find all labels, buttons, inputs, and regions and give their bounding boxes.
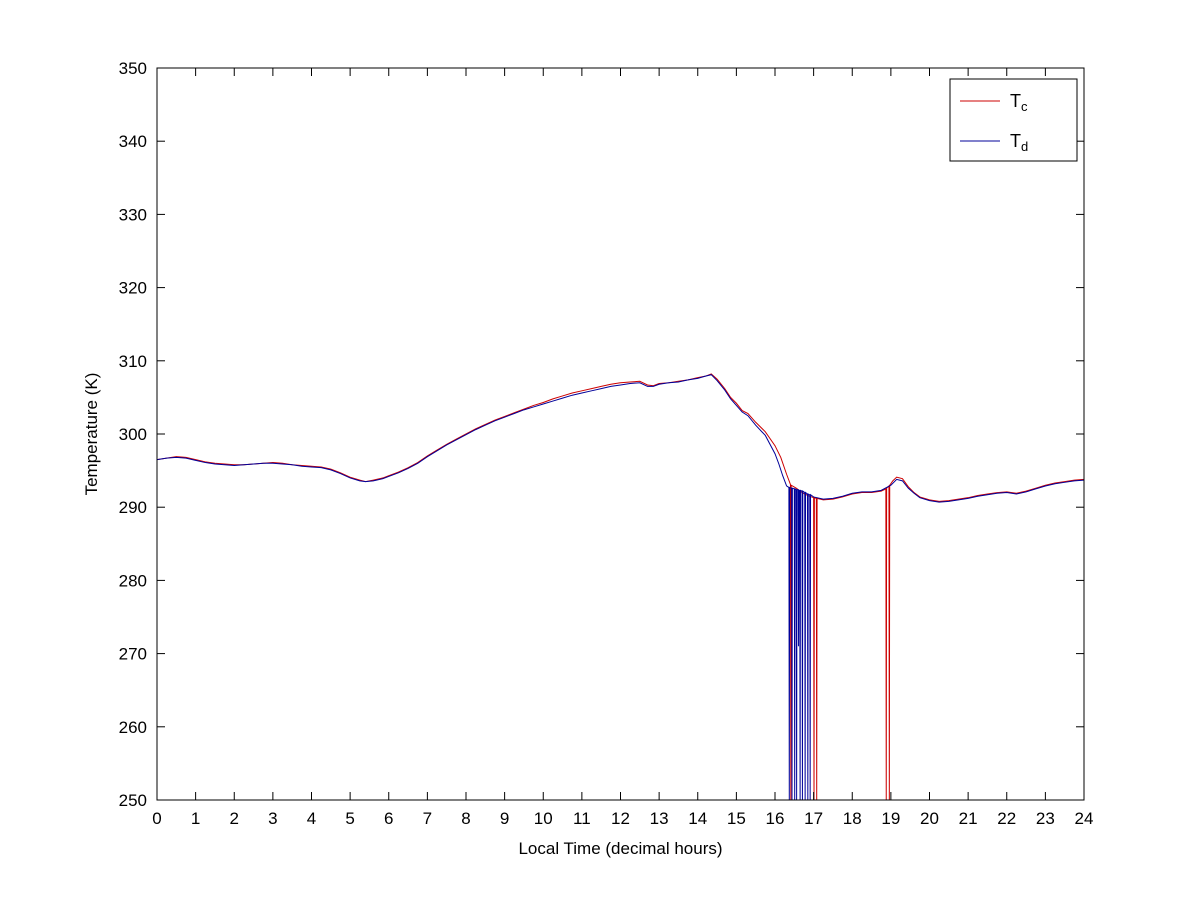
legend-label-Tc: Tc [1010,91,1028,114]
series-Tc-line [156,373,1085,801]
x-tick-label: 22 [997,809,1016,828]
y-tick-label: 340 [119,132,147,151]
legend: Tc Td [949,78,1078,162]
x-tick-label: 21 [959,809,978,828]
y-tick-label: 320 [119,279,147,298]
y-axis-label: Temperature (K) [82,373,101,496]
x-tick-label: 8 [461,809,470,828]
x-tick-label: 4 [307,809,316,828]
y-tick-label: 250 [119,791,147,810]
x-tick-label: 14 [688,809,707,828]
axes-box [156,67,1085,801]
x-tick-label: 2 [230,809,239,828]
x-tick-label: 23 [1036,809,1055,828]
x-tick-label: 5 [345,809,354,828]
legend-label-Td: Td [1010,131,1028,154]
y-tick-label: 270 [119,645,147,664]
x-tick-label: 12 [611,809,630,828]
x-tick-label: 1 [191,809,200,828]
y-tick-label: 260 [119,718,147,737]
x-tick-label: 17 [804,809,823,828]
y-tick-label: 350 [119,59,147,78]
x-axis-label: Local Time (decimal hours) [518,839,722,858]
x-tick-label: 15 [727,809,746,828]
y-tick-label: 310 [119,352,147,371]
x-tick-label: 24 [1075,809,1094,828]
y-tick-label: 330 [119,205,147,224]
y-tick-label: 280 [119,571,147,590]
x-tick-label: 18 [843,809,862,828]
x-tick-label: 7 [423,809,432,828]
x-tick-label: 10 [534,809,553,828]
x-tick-label: 9 [500,809,509,828]
y-tick-label: 290 [119,498,147,517]
x-tick-label: 0 [152,809,161,828]
x-tick-label: 20 [920,809,939,828]
x-tick-label: 6 [384,809,393,828]
x-tick-label: 3 [268,809,277,828]
series-Td-line [156,374,1085,801]
y-tick-label: 300 [119,425,147,444]
x-tick-label: 11 [573,809,591,828]
x-tick-label: 19 [881,809,900,828]
legend-box [949,78,1078,162]
x-tick-label: 13 [650,809,669,828]
x-tick-label: 16 [766,809,785,828]
